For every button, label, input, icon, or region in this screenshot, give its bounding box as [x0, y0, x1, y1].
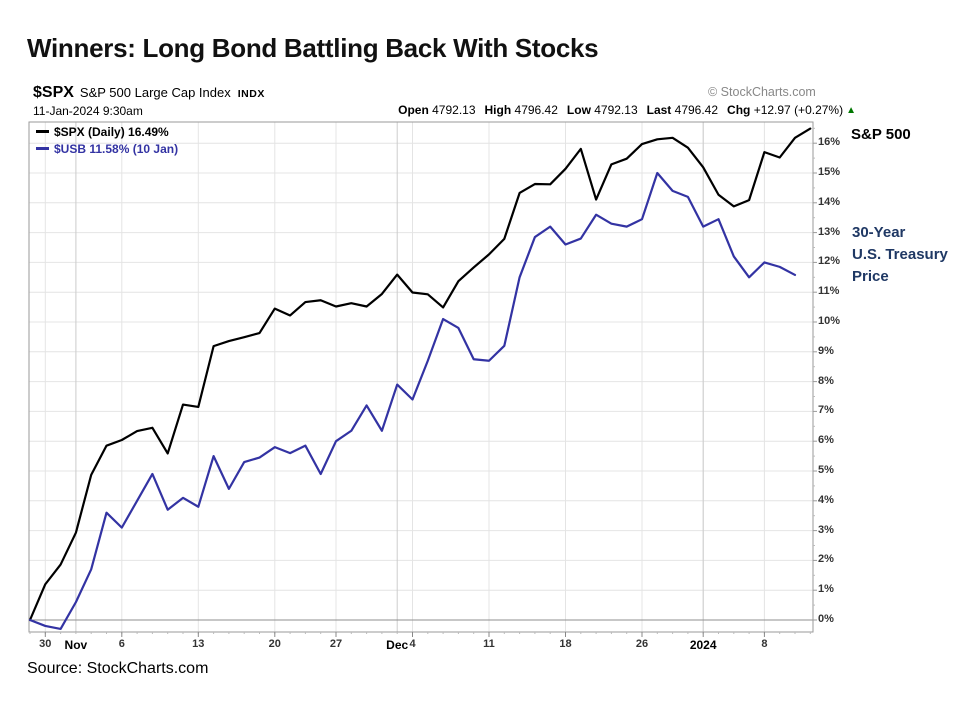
- y-tick-label: 2%: [818, 553, 834, 566]
- y-tick-label: 12%: [818, 255, 841, 268]
- quote-label: High: [484, 103, 512, 117]
- chart-datetime: 11-Jan-2024 9:30am: [33, 104, 143, 118]
- legend-swatch-icon: [36, 130, 49, 133]
- x-tick-label: 13: [192, 638, 205, 650]
- quote-value: +12.97 (+0.27%): [750, 103, 844, 117]
- legend-entry: $USB 11.58% (10 Jan): [36, 141, 178, 158]
- chart-legend: $SPX (Daily) 16.49% $USB 11.58% (10 Jan): [36, 124, 178, 158]
- annotation-sp500: S&P 500: [851, 126, 911, 143]
- ticker-symbol: $SPX: [33, 84, 74, 101]
- chart-header: $SPX S&P 500 Large Cap Index INDX: [33, 84, 265, 102]
- y-tick-label: 5%: [818, 464, 834, 476]
- y-tick-label: 7%: [818, 404, 834, 417]
- index-name: S&P 500 Large Cap Index: [79, 85, 231, 100]
- y-tick-label: 9%: [818, 344, 834, 357]
- y-tick-label: 10%: [818, 315, 841, 327]
- quote-label: Open: [398, 103, 429, 117]
- x-tick-label: Dec: [386, 638, 409, 652]
- x-tick-label: 11: [483, 638, 495, 650]
- quote-value: 4792.13: [428, 103, 476, 117]
- x-tick-label: 8: [761, 638, 768, 650]
- source-caption: Source: StockCharts.com: [27, 660, 209, 677]
- spx-line: [28, 127, 812, 622]
- y-tick-label: 3%: [818, 523, 834, 536]
- y-tick-label: 0%: [818, 613, 834, 625]
- exchange-label: INDX: [237, 88, 265, 100]
- page-title: Winners: Long Bond Battling Back With St…: [27, 33, 599, 63]
- ohlc-quote-row: Open 4792.13 High 4796.42 Low 4792.13 Last …: [300, 103, 856, 117]
- quote-value: 4796.42: [671, 103, 719, 117]
- y-tick-label: 4%: [818, 493, 834, 506]
- x-tick-label: 27: [329, 638, 343, 650]
- x-tick-label: 20: [268, 638, 281, 650]
- stockcharts-watermark: © StockCharts.com: [708, 85, 816, 99]
- legend-label: $SPX (Daily) 16.49%: [54, 125, 169, 139]
- x-tick-label: Nov: [64, 638, 88, 652]
- y-tick-label: 15%: [818, 166, 841, 178]
- x-tick-label: 6: [118, 638, 125, 650]
- legend-entry: $SPX (Daily) 16.49%: [36, 124, 178, 141]
- annotation-line: Price: [852, 268, 889, 285]
- annotation-line: U.S. Treasury: [852, 246, 948, 263]
- y-tick-label: 13%: [818, 225, 841, 238]
- x-tick-label: 26: [635, 638, 649, 650]
- quote-label: Last: [646, 103, 672, 117]
- x-tick-label: 4: [409, 638, 416, 650]
- y-tick-label: 16%: [818, 136, 841, 149]
- annotation-line: 30-Year: [852, 224, 906, 241]
- y-tick-label: 1%: [818, 583, 834, 596]
- quote-value: 4792.13: [590, 103, 638, 117]
- usb-line: [28, 171, 797, 631]
- x-tick-label: 18: [559, 638, 572, 650]
- y-tick-label: 11%: [818, 285, 840, 298]
- quote-value: 4796.42: [511, 103, 558, 117]
- quote-label: Chg: [727, 103, 751, 117]
- change-up-arrow-icon: ▲: [846, 105, 856, 116]
- y-tick-label: 8%: [818, 374, 834, 387]
- y-tick-label: 14%: [818, 195, 841, 208]
- y-tick-label: 6%: [818, 434, 834, 447]
- legend-label: $USB 11.58% (10 Jan): [54, 142, 179, 156]
- x-tick-label: 2024: [689, 638, 717, 652]
- x-tick-label: 30: [39, 638, 52, 650]
- annotation-treasury: 30-Year U.S. Treasury Price: [852, 222, 948, 288]
- quote-label: Low: [566, 103, 591, 117]
- legend-swatch-icon: [36, 147, 49, 150]
